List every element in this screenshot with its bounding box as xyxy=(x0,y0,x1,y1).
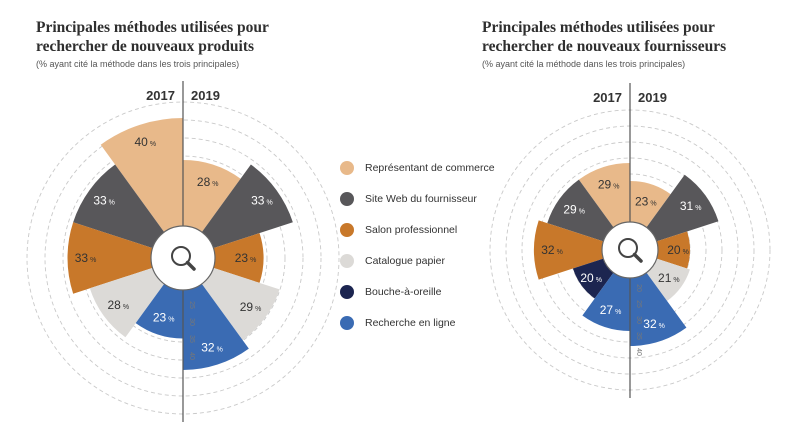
rose-chart-1: 40 %33 %33 %28 %23 %28 %33 %23 %29 %32 %2017 201925… xyxy=(26,81,340,422)
chart1-subtitle: (% ayant cité la méthode dans les trois … xyxy=(36,59,240,69)
center-circle xyxy=(150,225,216,291)
chart2-subtitle: (% ayant cité la méthode dans les trois … xyxy=(482,59,686,69)
grid-ring xyxy=(44,119,322,397)
legend-swatch xyxy=(340,253,354,268)
rose-wedge xyxy=(67,222,155,294)
radial-tick-label: 40 xyxy=(635,348,642,356)
rose-wedge xyxy=(534,220,606,280)
legend-label: Recherche en ligne xyxy=(365,316,456,329)
rose-wedge xyxy=(645,258,690,301)
year-label-right: 2019 xyxy=(191,88,220,103)
rose-wedge xyxy=(654,231,690,269)
rose-wedge xyxy=(183,282,249,370)
legend-item: Site Web du fournisseur xyxy=(340,183,505,214)
legend-item: Salon professionnel xyxy=(340,214,505,245)
rose-wedge xyxy=(200,267,280,341)
radial-tick-label: 35 xyxy=(635,332,642,340)
radial-tick-label: 25 xyxy=(188,301,195,309)
center-circle xyxy=(601,221,659,279)
legend-label: Représentant de commerce xyxy=(365,161,495,174)
rose-wedge xyxy=(547,179,615,242)
rose-wedge xyxy=(183,160,241,234)
rose-wedge xyxy=(135,282,183,339)
radial-tick-label: 25 xyxy=(635,300,642,308)
legend: Représentant de commerce Site Web du fou… xyxy=(340,152,505,338)
rose-wedge xyxy=(89,267,166,338)
legend-swatch xyxy=(340,160,354,175)
legend-item: Représentant de commerce xyxy=(340,152,505,183)
rose-wedge xyxy=(578,163,630,229)
rose-wedge xyxy=(630,271,687,346)
legend-label: Salon professionnel xyxy=(365,223,458,236)
radial-tick-label: 20 xyxy=(635,284,642,292)
rose-wedge xyxy=(630,181,671,229)
legend-swatch xyxy=(340,315,354,330)
legend-swatch xyxy=(340,222,354,237)
magnifier-icon xyxy=(618,238,643,263)
radial-tick-label: 30 xyxy=(635,316,642,324)
rose-chart-2: 29 %29 %32 %20 %27 %23% 31 %20 %21 %32 %2017 201920… xyxy=(489,83,771,398)
year-label-left: 2017 xyxy=(146,88,175,103)
rose-wedge xyxy=(582,271,630,331)
legend-item: Bouche-à-oreille xyxy=(340,276,505,307)
chart1-title: Principales méthodes utilisées pour rech… xyxy=(36,19,269,55)
radial-tick-label: 40 xyxy=(188,352,195,360)
rose-wedge xyxy=(572,258,615,299)
legend-label: Catalogue papier xyxy=(365,254,445,267)
year-label-right: 2019 xyxy=(638,90,667,105)
rose-wedge xyxy=(211,233,264,283)
rose-wedge xyxy=(100,118,183,234)
legend-item: Catalogue papier xyxy=(340,245,505,276)
grid-ring xyxy=(26,101,340,415)
rose-wedge xyxy=(645,174,719,242)
legend-label: Bouche-à-oreille xyxy=(365,285,442,298)
legend-swatch xyxy=(340,191,354,206)
legend-label: Site Web du fournisseur xyxy=(365,192,477,205)
legend-swatch xyxy=(340,284,354,299)
grid-ring xyxy=(62,137,304,379)
year-label-left: 2017 xyxy=(593,90,622,105)
rose-wedge xyxy=(200,164,293,249)
radial-tick-label: 30 xyxy=(188,318,195,326)
magnifier-icon xyxy=(171,246,196,271)
legend-item: Recherche en ligne xyxy=(340,307,505,338)
radial-tick-label: 35 xyxy=(188,335,195,343)
chart2-title: Principales méthodes utilisées pour rech… xyxy=(482,19,727,55)
rose-wedge xyxy=(73,164,166,249)
